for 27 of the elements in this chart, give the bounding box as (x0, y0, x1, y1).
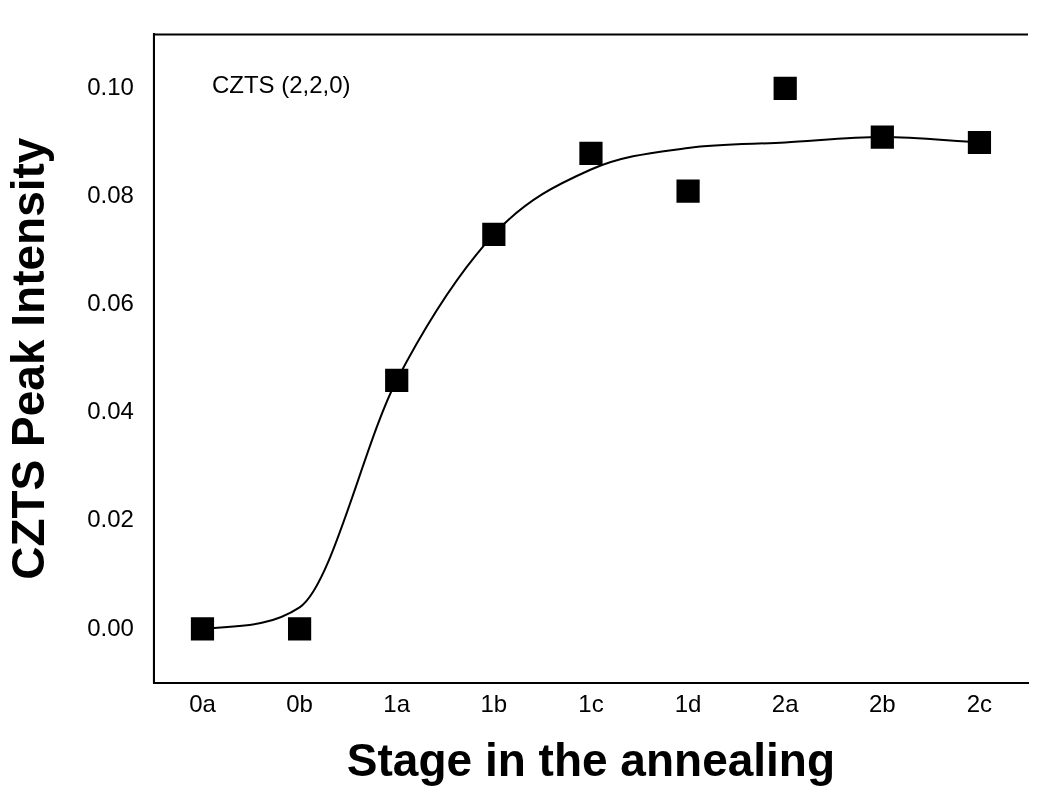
x-tick-label: 2b (868, 690, 896, 718)
x-tick-label: 1d (674, 690, 702, 718)
point (967, 130, 992, 155)
x-tick-label: 0a (189, 690, 217, 718)
point (870, 125, 894, 149)
point (676, 179, 700, 203)
point (287, 617, 312, 641)
y-tick-label: 0.00 (87, 613, 134, 641)
x-tick-label: 1c (578, 690, 604, 718)
point (482, 222, 506, 246)
y-tick-label: 0.02 (87, 505, 134, 533)
y-tick-label: 0.04 (87, 397, 134, 425)
point (579, 141, 603, 165)
y-tick-label: 0.10 (87, 73, 134, 101)
point (190, 617, 215, 641)
x-tick-label: 2c (966, 690, 993, 718)
point (773, 76, 797, 101)
annotation: CZTS (2,2,0) (211, 71, 351, 99)
x-tick-label: 1b (480, 690, 508, 718)
y-tick-label: 0.08 (87, 181, 134, 209)
y-tick-label: 0.06 (87, 289, 134, 317)
y-axis-title: CZTS Peak Intensity (2, 137, 55, 580)
x-tick-label: 0b (286, 690, 313, 718)
x-axis-title: Stage in the annealing (346, 734, 836, 787)
x-tick-label: 1a (383, 690, 411, 718)
x-tick-label: 2a (771, 690, 800, 718)
point (385, 368, 409, 392)
